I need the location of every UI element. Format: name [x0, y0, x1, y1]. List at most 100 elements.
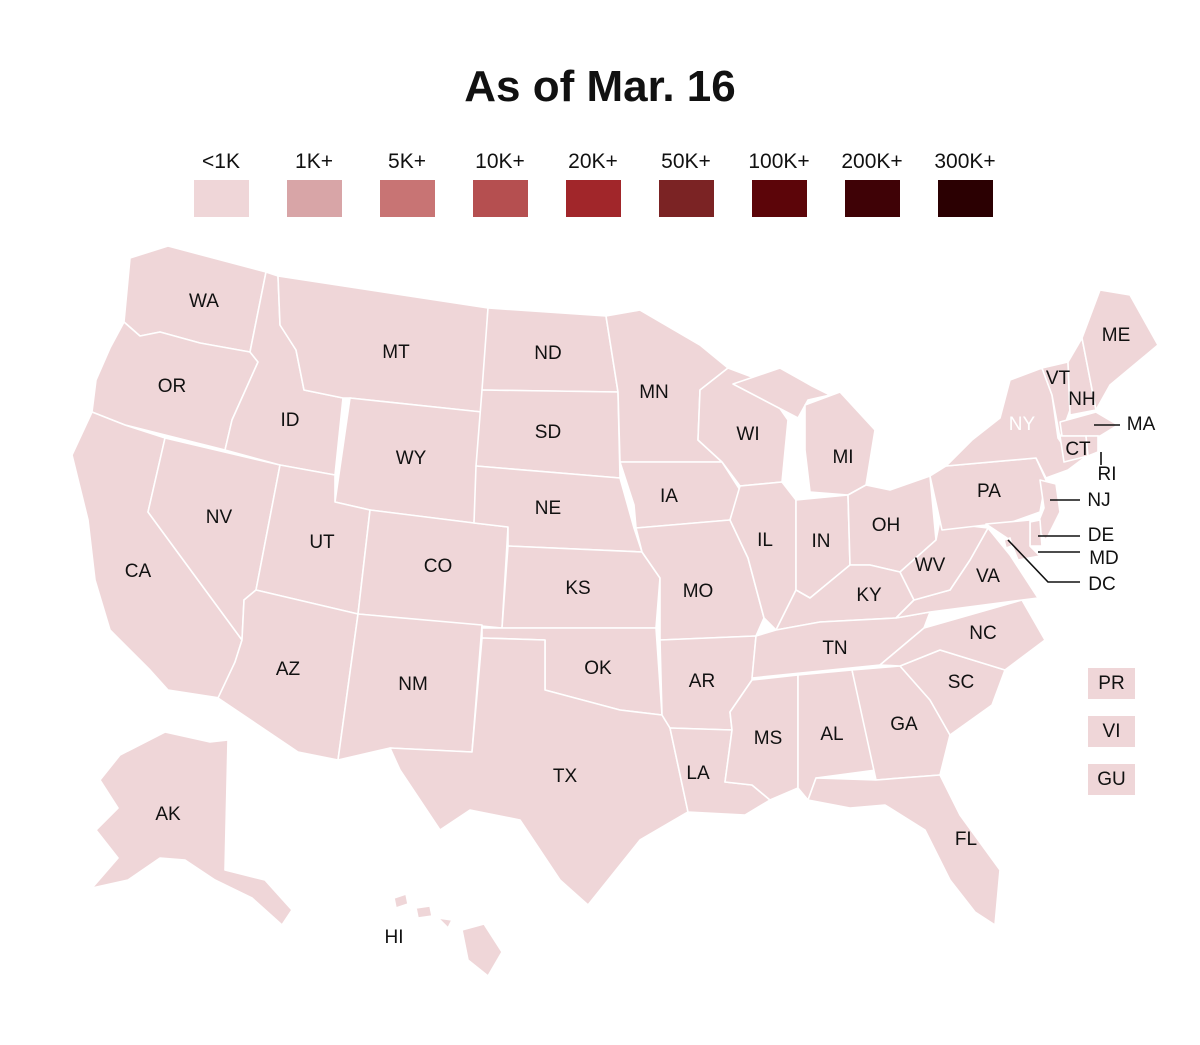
state-label: NE [535, 498, 561, 519]
legend-label: 300K+ [934, 150, 996, 173]
state-label: DC [1088, 574, 1115, 595]
state-label: HI [385, 927, 404, 948]
state-dc[interactable] [1003, 537, 1013, 549]
state-label: AK [155, 804, 181, 825]
legend-swatch [286, 180, 342, 217]
state-me[interactable] [1081, 289, 1159, 411]
leader-lines [1007, 424, 1120, 583]
legend-swatch [472, 180, 528, 217]
state-label: MT [382, 342, 410, 363]
legend-label: 200K+ [841, 150, 903, 173]
legend-swatch [844, 180, 900, 217]
legend-item: 100K+ [724, 150, 834, 217]
state-label: OK [584, 658, 612, 679]
state-label: NC [969, 623, 996, 644]
state-ma[interactable] [1059, 411, 1119, 437]
state-nj[interactable] [1035, 479, 1061, 541]
legend-item: 50K+ [631, 150, 741, 217]
state-label: ID [281, 410, 300, 431]
state-label: FL [955, 829, 977, 850]
legend-item: 20K+ [538, 150, 648, 217]
state-label: LA [686, 763, 710, 784]
legend-label: 1K+ [295, 150, 333, 173]
state-label: NY [1009, 414, 1036, 435]
state-label: MA [1127, 414, 1156, 435]
state-label: ME [1102, 325, 1131, 346]
state-label: KY [856, 585, 882, 606]
state-ks[interactable] [501, 545, 661, 629]
map-title: As of Mar. 16 [464, 62, 736, 111]
state-label: RI [1098, 464, 1117, 485]
state-label: OH [872, 515, 901, 536]
state-label: DE [1088, 525, 1114, 546]
state-label: TX [553, 766, 578, 787]
state-ak[interactable] [91, 731, 293, 926]
state-ia[interactable] [619, 461, 741, 529]
legend-swatch [937, 180, 993, 217]
state-label: NJ [1087, 490, 1110, 511]
state-label: PA [977, 481, 1001, 502]
state-label: ND [534, 343, 561, 364]
state-ri[interactable] [1085, 435, 1099, 457]
legend-swatch [379, 180, 435, 217]
state-labels: WA OR CA NV ID MT WY UT AZ CO NM ND SD N… [125, 291, 1156, 948]
state-label: UT [309, 532, 335, 553]
state-label: WI [736, 424, 759, 445]
state-label: KS [565, 578, 590, 599]
state-tx[interactable] [389, 637, 689, 906]
state-wv[interactable] [899, 509, 989, 601]
state-label: CO [424, 556, 453, 577]
legend-item: 200K+ [817, 150, 927, 217]
state-label: NV [206, 507, 233, 528]
state-label: TN [822, 638, 847, 659]
state-label: MO [683, 581, 714, 602]
state-nc[interactable] [879, 599, 1046, 671]
legend-item: 10K+ [445, 150, 555, 217]
state-label: VA [976, 566, 1000, 587]
state-label: CT [1065, 439, 1091, 460]
legend-label: 50K+ [661, 150, 711, 173]
state-fl[interactable] [807, 774, 1001, 926]
state-label: CA [125, 561, 152, 582]
territory-pr[interactable]: PR [1088, 668, 1135, 699]
state-hi[interactable] [393, 893, 503, 977]
territory-label: GU [1097, 769, 1126, 790]
legend: <1K 1K+ 5K+ 10K+ 20K+ 50K+ 100K+ 200K+ 3… [0, 0, 1200, 230]
territory-label: PR [1098, 673, 1125, 694]
legend-item: 300K+ [910, 150, 1020, 217]
state-label: MD [1089, 548, 1119, 569]
state-label: WY [396, 448, 427, 469]
legend-swatch [193, 180, 249, 217]
state-label: SC [948, 672, 974, 693]
state-label: IN [812, 531, 831, 552]
state-label: VT [1046, 368, 1071, 389]
territory-gu[interactable]: GU [1088, 764, 1135, 795]
state-label: IA [660, 486, 678, 507]
legend-item: 1K+ [259, 150, 369, 217]
state-label: WV [915, 555, 946, 576]
territory-vi[interactable]: VI [1088, 716, 1135, 747]
state-label: AR [689, 671, 715, 692]
legend-label: 100K+ [748, 150, 810, 173]
state-de[interactable] [1029, 519, 1043, 547]
state-label: OR [158, 376, 187, 397]
legend-item: <1K [166, 150, 276, 217]
state-label: AL [820, 724, 843, 745]
legend-swatch [658, 180, 714, 217]
states [71, 245, 1159, 977]
state-label: NH [1068, 389, 1095, 410]
legend-swatch [751, 180, 807, 217]
leader-dc [1007, 539, 1080, 583]
legend-label: <1K [202, 150, 240, 173]
state-label: AZ [276, 659, 301, 680]
state-label: SD [535, 422, 561, 443]
legend-label: 5K+ [388, 150, 426, 173]
legend-label: 20K+ [568, 150, 618, 173]
legend-swatch [565, 180, 621, 217]
state-label: NM [398, 674, 428, 695]
state-label: MS [754, 728, 783, 749]
state-label: WA [189, 291, 219, 312]
state-label: MN [639, 382, 669, 403]
territory-label: VI [1102, 721, 1121, 742]
